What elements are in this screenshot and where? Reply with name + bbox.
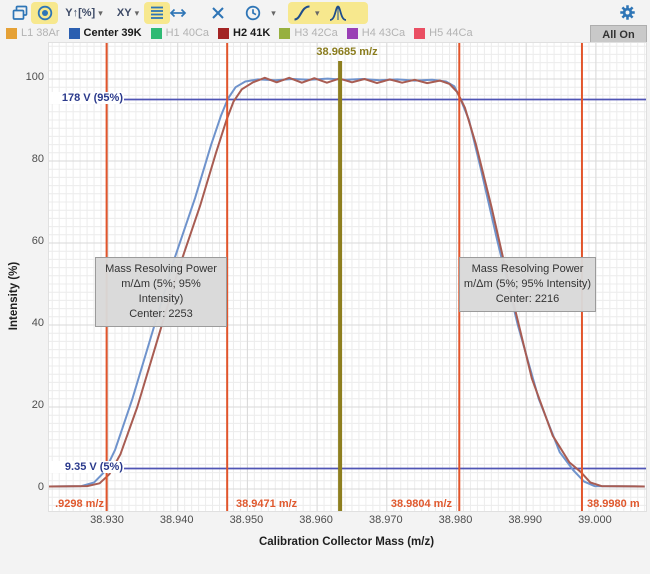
y-tick-label: 60 [31,235,44,247]
legend-swatch [150,27,162,39]
legend-swatch [279,27,291,39]
chevron-down-icon: ▾ [271,7,276,18]
xy-dropdown[interactable]: XY ▾ [112,2,144,24]
x-tick-label: 38.930 [90,514,124,526]
legend-item-h3-42ca[interactable]: H3 42Ca [279,27,338,39]
chart-canvas[interactable] [48,42,647,512]
legend-item-h2-41k[interactable]: H2 41K [218,27,270,39]
legend-label: H3 42Ca [294,27,338,39]
list-button[interactable] [144,2,170,24]
chevron-down-icon[interactable]: ▾ [315,7,320,18]
x-tick-label: 38.970 [368,514,403,526]
resize-horizontal-button[interactable] [166,2,190,24]
legend-label: H4 43Ca [361,27,406,39]
history-dropdown[interactable]: ▾ [266,2,278,24]
target-icon [37,5,52,21]
legend-item-h4-43ca[interactable]: H4 43Ca [346,27,406,39]
y-tick-label: 100 [25,71,44,83]
legend-swatch [346,27,358,39]
x-tick-label: 38.980 [438,514,473,526]
x-axis-title: Calibration Collector Mass (m/z) [258,536,435,548]
plot-svg [49,43,646,511]
y-tick-label: 0 [37,481,44,493]
legend-item-l1-38ar[interactable]: L1 38Ar [6,27,60,39]
series-curve-h2-41k [49,76,645,488]
legend-swatch [414,27,426,39]
legend-item-h5-44ca[interactable]: H5 44Ca [414,27,473,39]
y-scale-dropdown[interactable]: Y↑[%] ▾ [60,2,108,24]
history-icon [245,5,261,21]
legend-swatch [218,27,230,39]
legend-label: H1 40Ca [165,27,210,39]
peak-icon [329,5,346,21]
legend-label: H5 44Ca [429,27,473,39]
y-tick-label: 40 [31,317,44,329]
x-tick-label: 39.000 [578,514,612,526]
curve-tools-group: ▾ [288,2,368,24]
chart-toolbar: Y↑[%] ▾ XY ▾ [0,0,650,24]
close-button[interactable] [206,2,230,24]
overlap-windows-button[interactable] [8,2,32,24]
smooth-curve-button[interactable] [292,3,312,23]
resize-horizontal-icon [169,8,187,18]
x-tick-label: 38.960 [299,514,333,526]
trace-legend: L1 38Ar Center 39K H1 40Ca H2 41K H3 42C… [6,25,473,41]
peak-button[interactable] [327,3,349,23]
chevron-down-icon: ▾ [134,7,140,18]
voltage-lines [49,98,646,470]
target-button[interactable] [31,2,58,24]
series-curve-center-39k [49,77,645,488]
legend-label: L1 38Ar [21,27,60,39]
list-icon [151,6,163,19]
legend-label: H2 41K [233,27,271,39]
smooth-curve-icon [294,5,310,21]
legend-swatch [68,27,80,39]
xy-label: XY [116,7,132,19]
legend-item-h1-40ca[interactable]: H1 40Ca [150,27,210,39]
x-tick-label: 38.990 [508,514,543,526]
x-tick-label: 38.940 [159,514,194,526]
legend-item-center-39k[interactable]: Center 39K [68,27,142,39]
history-button[interactable] [241,2,265,24]
chevron-down-icon: ▾ [98,7,103,18]
legend-label: Center 39K [83,27,142,39]
y-axis-title: Intensity (%) [8,261,20,331]
overlap-windows-icon [12,5,28,20]
close-icon [212,7,224,19]
gear-icon [620,5,635,20]
y-tick-label: 80 [31,153,44,165]
legend-swatch [6,27,17,39]
settings-button[interactable] [619,4,636,21]
x-tick-label: 38.950 [229,514,264,526]
y-tick-label: 20 [31,399,44,411]
y-scale-label: Y↑[%] [65,7,96,19]
